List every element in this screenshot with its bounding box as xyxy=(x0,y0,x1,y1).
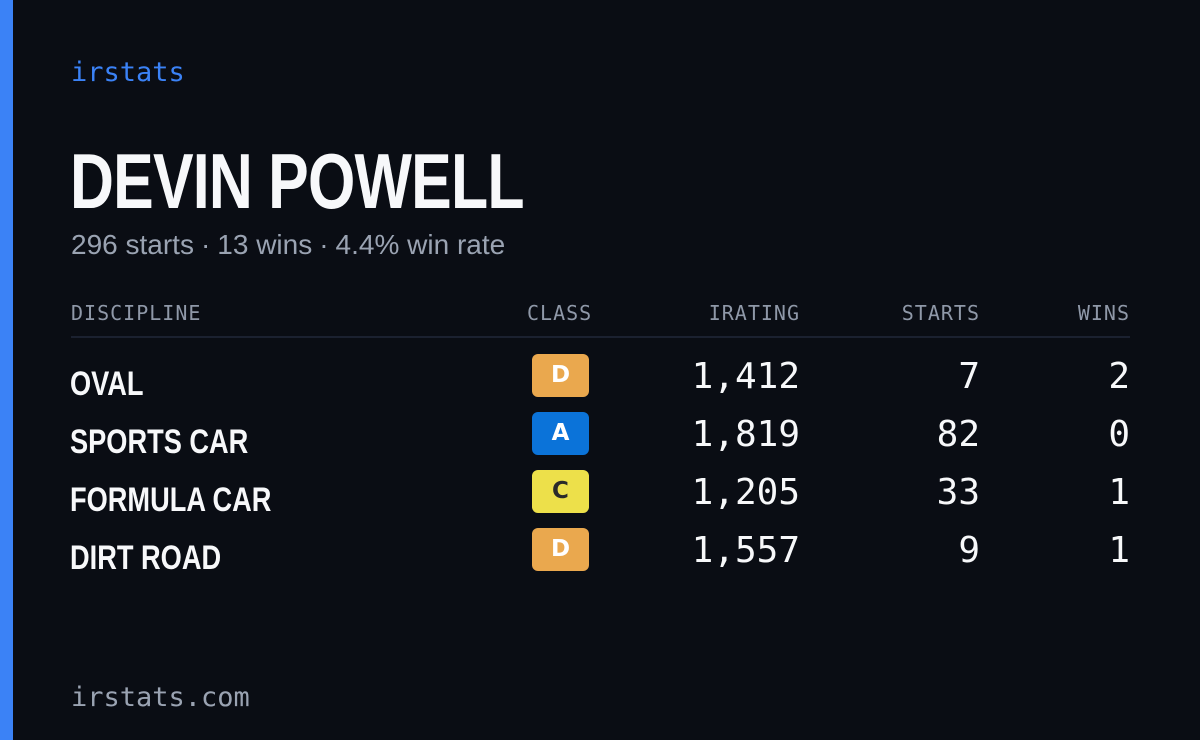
wins-value: 0 xyxy=(1108,414,1130,455)
summary-wins: 13 wins xyxy=(217,229,313,260)
footer-url: irstats.com xyxy=(71,682,250,713)
driver-name: DEVIN POWELL xyxy=(70,137,524,225)
header-divider xyxy=(71,336,1130,338)
discipline-label: FORMULA CAR xyxy=(70,481,272,519)
summary-win-rate: 4.4% win rate xyxy=(335,229,506,260)
column-header-wins: WINS xyxy=(1077,301,1130,325)
irating-value: 1,205 xyxy=(691,472,800,513)
table-row: FORMULA CAR C 1,205 33 1 xyxy=(0,467,1200,525)
wins-value: 1 xyxy=(1108,530,1130,571)
summary-separator: · xyxy=(200,229,211,260)
summary-separator: · xyxy=(319,229,329,260)
irating-value: 1,412 xyxy=(691,356,800,397)
driver-summary: 296 starts · 13 wins · 4.4% win rate xyxy=(71,228,505,262)
discipline-label: SPORTS CAR xyxy=(70,423,249,461)
column-header-discipline: DISCIPLINE xyxy=(71,301,202,325)
accent-bar xyxy=(0,0,13,740)
irating-value: 1,557 xyxy=(691,530,800,571)
class-badge: C xyxy=(532,470,589,513)
table-row: SPORTS CAR A 1,819 82 0 xyxy=(0,409,1200,467)
brand-logo-text: irstats xyxy=(71,57,185,88)
discipline-label: DIRT ROAD xyxy=(70,539,222,577)
discipline-label: OVAL xyxy=(70,365,144,403)
table-row: OVAL D 1,412 7 2 xyxy=(0,351,1200,409)
column-header-irating: IRATING xyxy=(708,301,800,325)
irating-value: 1,819 xyxy=(691,414,800,455)
column-header-starts: STARTS xyxy=(901,301,980,325)
starts-value: 82 xyxy=(936,414,980,455)
table-row: DIRT ROAD D 1,557 9 1 xyxy=(0,525,1200,583)
class-badge: D xyxy=(532,354,589,397)
wins-value: 2 xyxy=(1108,356,1130,397)
starts-value: 9 xyxy=(958,530,980,571)
class-badge: D xyxy=(532,528,589,571)
column-header-class: CLASS xyxy=(527,301,593,325)
summary-starts: 296 starts xyxy=(71,229,194,260)
starts-value: 33 xyxy=(936,472,980,513)
stats-table: OVAL D 1,412 7 2 SPORTS CAR A 1,819 82 0… xyxy=(0,351,1200,583)
class-badge: A xyxy=(532,412,589,455)
wins-value: 1 xyxy=(1108,472,1130,513)
starts-value: 7 xyxy=(958,356,980,397)
